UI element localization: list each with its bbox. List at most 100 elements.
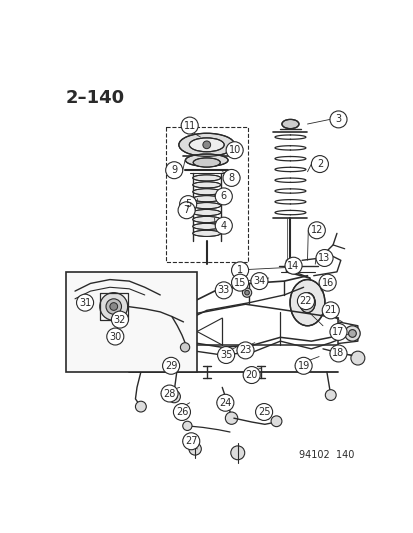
Ellipse shape [192,230,220,237]
Circle shape [178,202,195,219]
Circle shape [180,343,189,352]
Circle shape [311,156,328,173]
Text: 13: 13 [318,253,330,263]
Text: 4: 4 [220,221,226,231]
Circle shape [159,330,169,340]
Circle shape [107,328,123,345]
Circle shape [109,303,117,310]
Circle shape [181,117,198,134]
Circle shape [230,446,244,460]
Text: 9: 9 [171,165,177,175]
Ellipse shape [299,293,314,313]
Circle shape [325,390,335,400]
Circle shape [215,217,232,234]
Text: 10: 10 [228,145,240,155]
Circle shape [244,290,249,295]
Circle shape [223,169,240,187]
Ellipse shape [192,182,220,188]
Circle shape [242,367,260,384]
Circle shape [188,443,201,455]
Circle shape [202,141,210,149]
Ellipse shape [192,196,220,202]
Circle shape [161,385,178,402]
Bar [166,127,247,262]
Circle shape [250,273,267,289]
Text: 8: 8 [228,173,234,183]
Circle shape [321,302,339,319]
Circle shape [344,326,359,341]
Circle shape [171,393,177,400]
Ellipse shape [281,119,298,128]
Circle shape [225,142,242,159]
Circle shape [217,346,234,364]
Text: 22: 22 [299,296,311,306]
Ellipse shape [192,209,220,216]
Text: 94102  140: 94102 140 [298,450,353,460]
Ellipse shape [185,154,228,166]
Text: 35: 35 [219,350,232,360]
Circle shape [215,188,232,205]
Ellipse shape [290,280,324,326]
Text: 29: 29 [164,361,177,371]
Ellipse shape [189,138,224,152]
Circle shape [106,299,121,314]
Circle shape [308,222,325,239]
Text: 33: 33 [217,285,229,295]
Circle shape [348,329,356,337]
Text: 6: 6 [220,191,226,201]
Circle shape [318,274,335,291]
Circle shape [329,345,346,362]
Text: 31: 31 [79,297,91,308]
Text: 15: 15 [233,278,246,288]
Circle shape [294,357,311,374]
Circle shape [216,394,233,411]
Circle shape [173,403,190,421]
Text: 24: 24 [218,398,231,408]
Circle shape [182,433,199,450]
Text: 26: 26 [176,407,188,417]
Text: 27: 27 [185,436,197,446]
Circle shape [161,333,166,337]
Text: 20: 20 [245,370,257,380]
Text: 16: 16 [321,278,333,288]
Circle shape [135,401,146,412]
Text: 34: 34 [253,276,265,286]
Text: 7: 7 [183,205,189,215]
Text: 19: 19 [297,361,309,371]
Circle shape [242,288,251,297]
Text: 17: 17 [332,327,344,337]
Circle shape [156,327,171,343]
Text: 21: 21 [324,305,336,316]
Text: 32: 32 [114,314,126,325]
Circle shape [111,311,128,328]
Circle shape [271,416,281,426]
Text: 2–140: 2–140 [66,88,125,107]
Circle shape [231,274,248,291]
Text: 25: 25 [257,407,270,417]
Ellipse shape [178,133,234,156]
Circle shape [315,249,332,266]
Circle shape [100,293,127,320]
Circle shape [350,351,364,365]
Circle shape [168,391,180,403]
Circle shape [236,342,254,359]
Text: 23: 23 [239,345,251,356]
Circle shape [225,412,237,424]
Text: 5: 5 [185,199,191,209]
Circle shape [215,282,232,299]
Circle shape [162,357,179,374]
Ellipse shape [193,158,220,167]
Text: 11: 11 [183,120,195,131]
Text: 1: 1 [236,265,242,276]
Circle shape [182,421,192,431]
Text: 14: 14 [287,261,299,271]
Circle shape [329,324,346,341]
Ellipse shape [192,189,220,195]
Ellipse shape [192,216,220,223]
Text: 30: 30 [109,332,121,342]
Circle shape [255,403,272,421]
Text: 18: 18 [332,349,344,359]
Text: 12: 12 [310,225,322,235]
Circle shape [297,293,314,310]
Ellipse shape [192,175,220,181]
